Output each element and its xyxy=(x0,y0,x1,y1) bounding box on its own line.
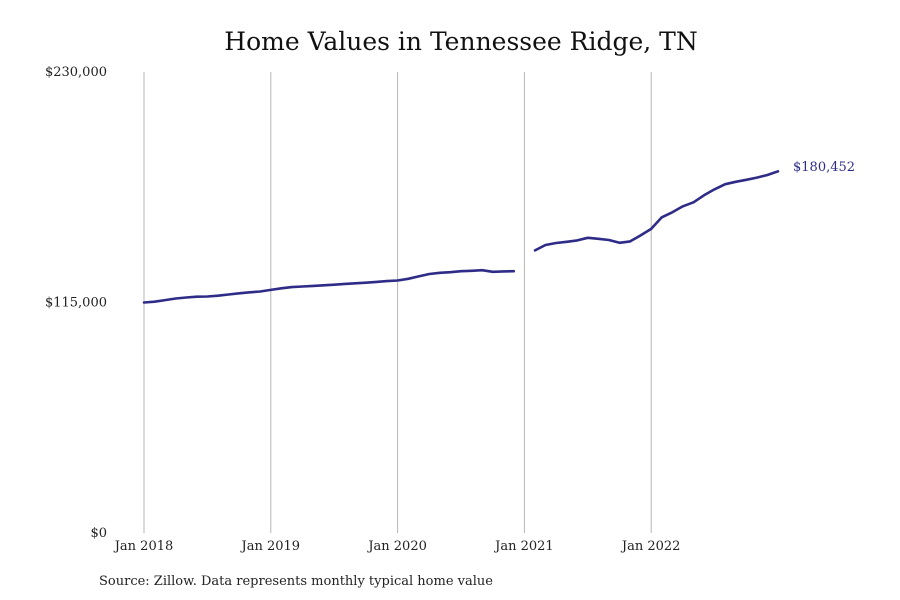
x-tick-label: Jan 2018 xyxy=(113,539,174,554)
home-value-series xyxy=(142,170,780,304)
x-tick-label: Jan 2022 xyxy=(620,539,681,554)
x-tick-label: Jan 2021 xyxy=(493,539,554,554)
x-tick-label: Jan 2020 xyxy=(366,539,427,554)
y-tick-label: $230,000 xyxy=(45,65,107,80)
series-line-segment-1 xyxy=(142,268,516,304)
chart-title: Home Values in Tennessee Ridge, TN xyxy=(224,27,697,56)
x-tick-label: Jan 2019 xyxy=(240,539,301,554)
gridlines xyxy=(143,72,652,533)
x-axis-tick-labels: Jan 2018 Jan 2019 Jan 2020 Jan 2021 Jan 2022 xyxy=(113,539,681,554)
y-axis-tick-labels: $0 $115,000 $230,000 xyxy=(45,65,107,541)
source-note: Source: Zillow. Data represents monthly … xyxy=(99,574,493,589)
y-tick-label: $0 xyxy=(90,526,107,541)
series-line-segment-2 xyxy=(533,170,780,252)
y-tick-label: $115,000 xyxy=(45,296,107,311)
latest-value-label: $180,452 xyxy=(793,160,855,175)
